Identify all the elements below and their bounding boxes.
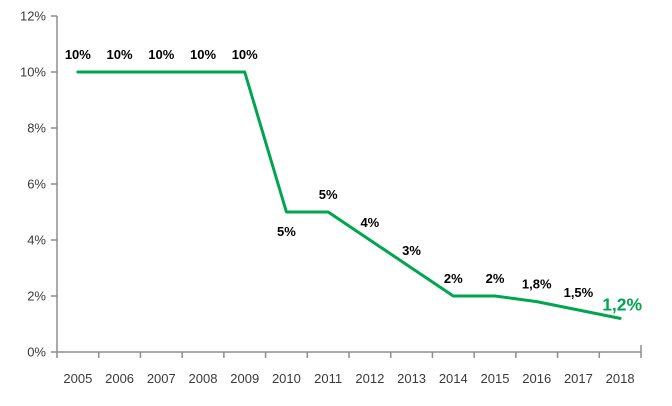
data-line-series xyxy=(76,70,622,320)
y-tick-label: 6% xyxy=(27,177,46,192)
data-label: 10% xyxy=(107,47,133,62)
data-label: 1,8% xyxy=(522,277,552,292)
data-label: 4% xyxy=(360,215,379,230)
x-tick-label: 2007 xyxy=(147,371,176,386)
y-tick-label: 12% xyxy=(20,9,46,24)
y-tick-label: 4% xyxy=(27,233,46,248)
x-tick-label: 2014 xyxy=(439,371,468,386)
data-label: 2% xyxy=(444,271,463,286)
data-label: 10% xyxy=(148,47,174,62)
data-label: 5% xyxy=(277,224,296,239)
y-tick-label: 2% xyxy=(27,289,46,304)
x-tick-label: 2010 xyxy=(272,371,301,386)
data-label: 3% xyxy=(402,243,421,258)
y-tick-label: 0% xyxy=(27,345,46,360)
data-label: 5% xyxy=(319,187,338,202)
data-label: 10% xyxy=(65,47,91,62)
x-tick-label: 2015 xyxy=(481,371,510,386)
data-label-final: 1,2% xyxy=(602,294,642,314)
x-tick-label: 2017 xyxy=(564,371,593,386)
data-label: 1,5% xyxy=(564,285,594,300)
x-tick-label: 2009 xyxy=(230,371,259,386)
x-tick-label: 2013 xyxy=(397,371,426,386)
x-tick-label: 2008 xyxy=(189,371,218,386)
x-tick-label: 2012 xyxy=(355,371,384,386)
x-tick-label: 2016 xyxy=(522,371,551,386)
data-label: 2% xyxy=(486,271,505,286)
x-tick-label: 2006 xyxy=(105,371,134,386)
y-tick-label: 8% xyxy=(27,121,46,136)
x-tick-label: 2011 xyxy=(314,371,342,386)
x-tick-label: 2005 xyxy=(63,371,92,386)
y-tick-label: 10% xyxy=(20,65,46,80)
data-label: 10% xyxy=(190,47,216,62)
x-tick-label: 2018 xyxy=(606,371,635,386)
data-label: 10% xyxy=(232,47,258,62)
